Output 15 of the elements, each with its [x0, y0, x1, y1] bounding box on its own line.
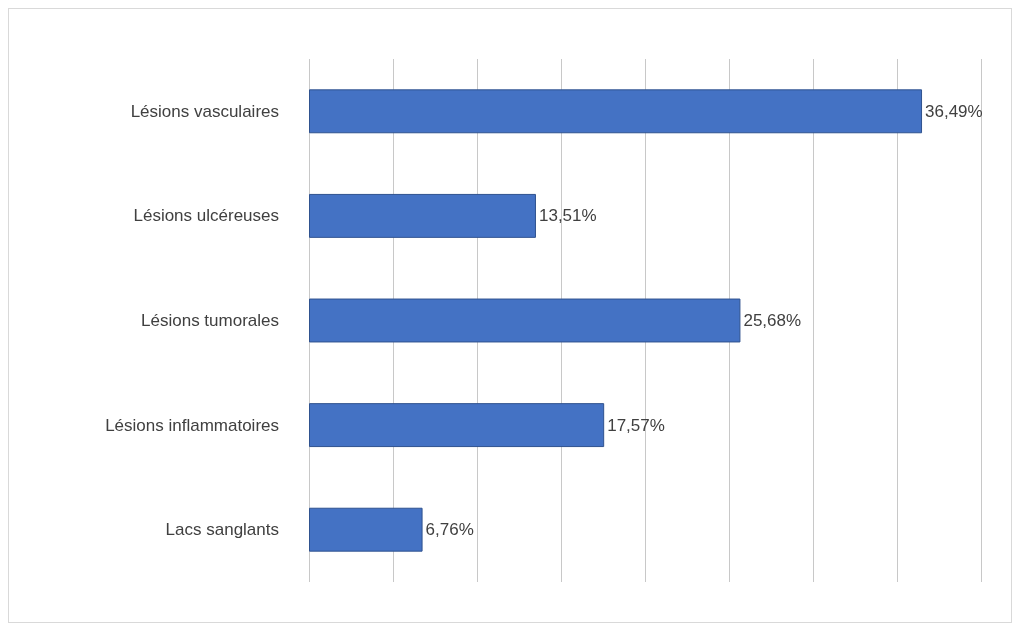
bar [309, 298, 741, 343]
bar [309, 193, 536, 238]
data-label: 13,51% [538, 206, 597, 226]
y-tick-label: Lésions tumorales [141, 311, 279, 330]
y-tick-label: Lésions inflammatoires [105, 415, 279, 435]
data-label: 36,49% [925, 101, 983, 121]
y-tick-label: Lésions ulcéreuses [133, 206, 279, 226]
bar [309, 507, 423, 552]
bar [309, 89, 923, 134]
y-tick-label: Lésions vasculaires [130, 101, 279, 121]
data-label: 6,76% [425, 520, 474, 540]
data-label: 17,57% [607, 415, 665, 435]
data-label: 25,68% [743, 311, 802, 330]
bar [309, 403, 605, 448]
y-tick-label: Lacs sanglants [165, 520, 279, 540]
